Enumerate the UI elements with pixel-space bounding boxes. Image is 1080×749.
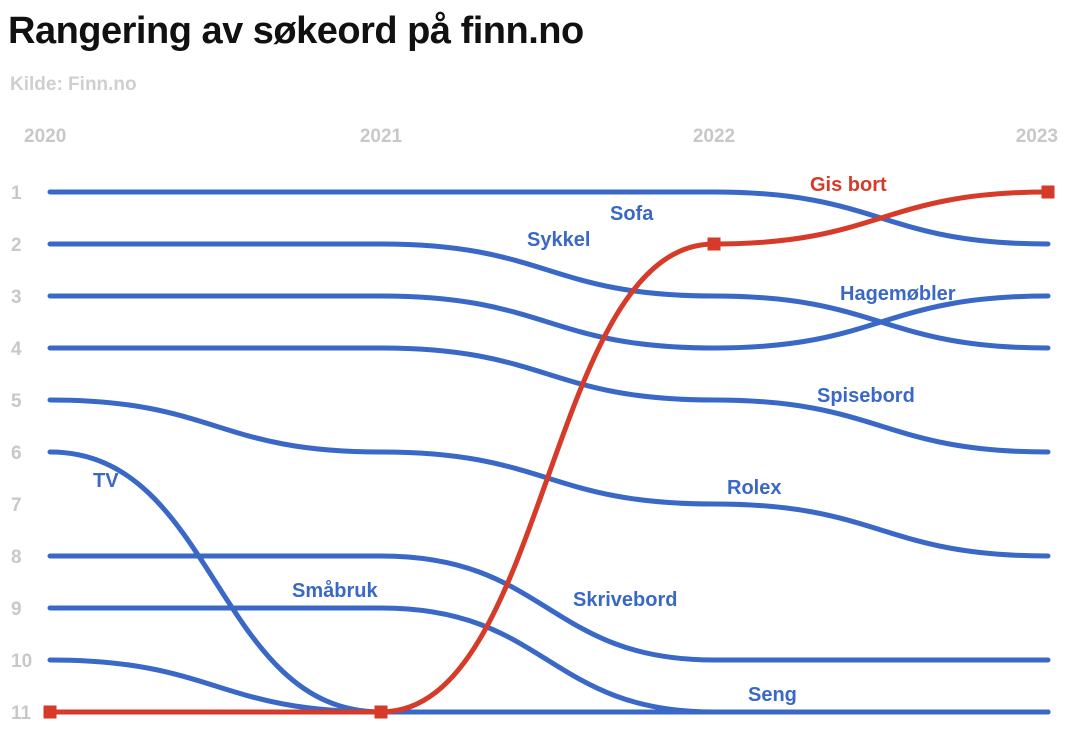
- series-marker-gis-bort: [1041, 185, 1055, 199]
- x-tick-label: 2020: [24, 126, 66, 147]
- series-label-rolex: Rolex: [727, 477, 781, 499]
- series-marker-gis-bort: [43, 705, 57, 719]
- y-tick-label: 4: [11, 339, 22, 360]
- y-tick-label: 1: [11, 183, 22, 204]
- series-line-spisebord: [47, 345, 1051, 455]
- series-label-seng: Seng: [748, 684, 797, 706]
- chart-title: Rangering av søkeord på finn.no: [8, 10, 584, 52]
- x-tick-label: 2023: [1016, 126, 1058, 147]
- y-tick-label: 10: [11, 651, 32, 672]
- series-label-sofa: Sofa: [610, 203, 654, 225]
- y-tick-label: 2: [11, 235, 22, 256]
- series-label-sm-bruk: Småbruk: [292, 579, 378, 602]
- series-line-gis-bort: [47, 189, 1051, 715]
- chart-source: Kilde: Finn.no: [10, 74, 137, 95]
- y-tick-label: 9: [11, 599, 22, 620]
- y-tick-label: 6: [11, 443, 22, 464]
- series-label-sykkel: Sykkel: [527, 229, 590, 251]
- series-label-hagem-bler: Hagemøbler: [840, 283, 956, 305]
- x-tick-label: 2022: [693, 126, 735, 147]
- y-tick-label: 3: [11, 287, 22, 308]
- series-marker-gis-bort: [374, 705, 388, 719]
- y-tick-label: 5: [11, 391, 22, 412]
- y-tick-label: 11: [11, 703, 32, 724]
- series-line-hagem-bler: [47, 293, 1051, 351]
- series-line-skrivebord: [47, 553, 1051, 663]
- y-tick-label: 7: [11, 495, 22, 516]
- series-label-skrivebord: Skrivebord: [573, 589, 677, 611]
- series-line-seng: [47, 657, 1051, 715]
- series-marker-gis-bort: [707, 237, 721, 251]
- series-label-gis-bort: Gis bort: [810, 174, 887, 196]
- series-line-tv: [47, 449, 1051, 715]
- series-label-tv: TV: [93, 470, 119, 492]
- series-label-spisebord: Spisebord: [817, 385, 915, 407]
- x-tick-label: 2021: [360, 126, 403, 147]
- y-tick-label: 8: [11, 547, 22, 568]
